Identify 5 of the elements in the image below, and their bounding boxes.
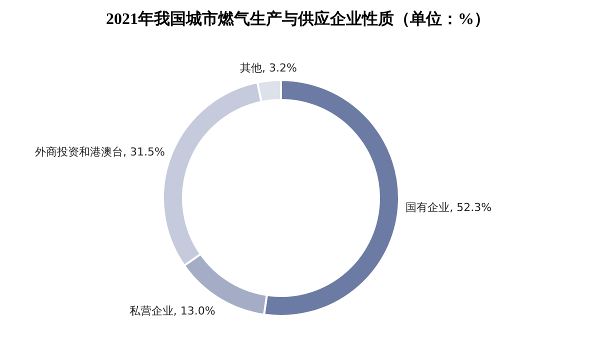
slice-label: 国有企业, 52.3% bbox=[406, 201, 492, 214]
slice-label: 其他, 3.2% bbox=[240, 62, 297, 75]
slice-label: 私营企业, 13.0% bbox=[129, 304, 216, 318]
slice-label: 外商投资和港澳台, 31.5% bbox=[34, 146, 165, 159]
chart-title: 2021年我国城市燃气生产与供应企业性质（单位：%） bbox=[106, 9, 490, 28]
